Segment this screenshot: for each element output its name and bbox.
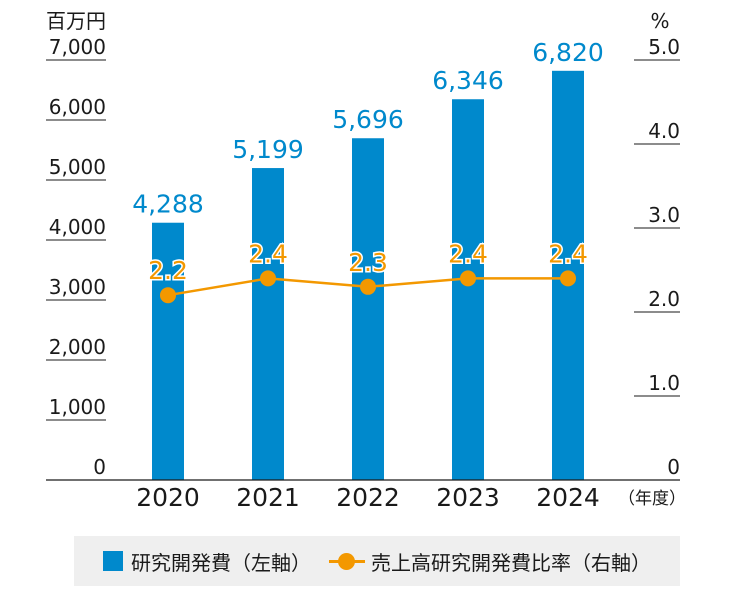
line-point [260, 270, 276, 287]
right-axis: 0 1.0 2.0 3.0 4.0 5.0 [634, 35, 680, 479]
line-point [160, 287, 176, 304]
line-value-label: 2.4 [248, 239, 288, 268]
right-axis-tick-label: 2.0 [648, 287, 680, 311]
line-value-label: 2.3 [348, 248, 388, 277]
left-axis-tick-label: 3,000 [49, 275, 106, 299]
x-axis-tick-labels: 2020 2021 2022 2023 2024 [136, 483, 600, 512]
x-axis-tick-label: 2023 [436, 483, 500, 512]
right-axis-tick-label: 4.0 [648, 119, 680, 143]
bar-value-label: 5,199 [232, 135, 304, 164]
right-axis-unit: % [650, 9, 669, 33]
x-axis-tick-label: 2022 [336, 483, 400, 512]
bar-value-label: 4,288 [132, 190, 204, 219]
right-axis-tick-label: 5.0 [648, 35, 680, 59]
x-axis-tick-label: 2024 [536, 483, 600, 512]
legend-label-line: 売上高研究開発費比率（右軸） [371, 550, 651, 575]
legend-swatch-line [329, 551, 365, 571]
line-value-label: 2.4 [448, 239, 488, 268]
right-axis-tick-label: 0 [667, 455, 680, 479]
right-axis-tick-label: 1.0 [648, 371, 680, 395]
left-axis-tick-label: 5,000 [49, 155, 106, 179]
legend-item-line: 売上高研究開発費比率（右軸） [311, 547, 651, 576]
left-axis-tick-label: 6,000 [49, 95, 106, 119]
line-point [460, 270, 476, 287]
bar [152, 222, 184, 480]
bar-value-label: 6,820 [532, 38, 604, 67]
left-axis: 0 1,000 2,000 3,000 4,000 5,000 6,000 7,000 [46, 35, 106, 479]
left-axis-tick-label: 7,000 [49, 35, 106, 59]
x-axis-unit: （年度） [618, 489, 686, 509]
left-axis-tick-label: 4,000 [49, 215, 106, 239]
right-axis-tick-label: 3.0 [648, 203, 680, 227]
left-axis-tick-label: 0 [93, 455, 106, 479]
left-axis-tick-label: 1,000 [49, 395, 106, 419]
line-point [360, 278, 376, 295]
bar [252, 168, 284, 480]
line-value-label: 2.4 [548, 239, 588, 268]
left-axis-tick-label: 2,000 [49, 335, 106, 359]
bar-value-labels: 4,288 5,199 5,696 6,346 6,820 [132, 38, 604, 219]
line-point [560, 270, 576, 287]
legend-item-bar: 研究開発費（左軸） [103, 547, 311, 576]
line-series: 2.2 2.4 2.3 2.4 2.4 [147, 238, 589, 304]
legend-label-bar: 研究開発費（左軸） [131, 550, 311, 575]
bar [452, 99, 484, 481]
bar-value-label: 6,346 [432, 66, 504, 95]
bar [352, 138, 384, 481]
line-value-label: 2.2 [148, 256, 188, 285]
x-axis-tick-label: 2021 [236, 483, 300, 512]
bar-value-label: 5,696 [332, 105, 404, 134]
left-axis-unit: 百万円 [46, 9, 106, 33]
bar-series [152, 70, 584, 481]
x-axis-tick-label: 2020 [136, 483, 200, 512]
legend: 研究開発費（左軸） 売上高研究開発費比率（右軸） [74, 536, 680, 586]
legend-swatch-bar [103, 551, 123, 571]
